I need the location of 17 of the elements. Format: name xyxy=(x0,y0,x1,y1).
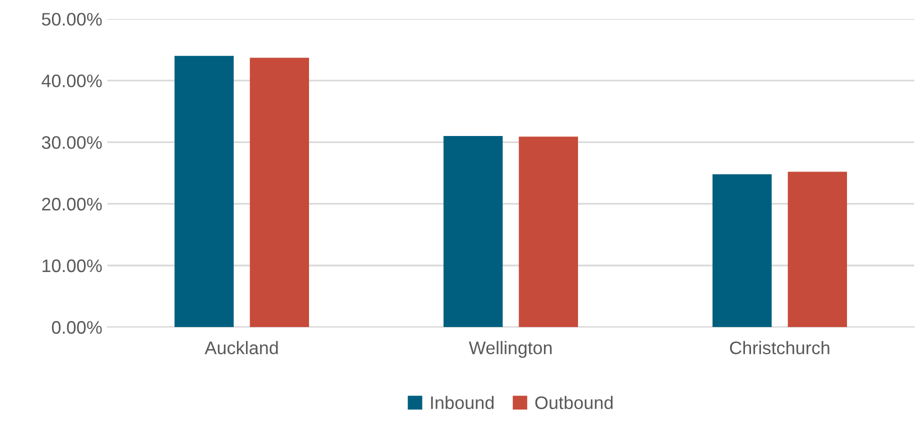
bar xyxy=(788,172,847,328)
x-tick-label: Christchurch xyxy=(730,341,830,354)
legend-label: Inbound xyxy=(431,396,494,410)
y-tick-label: 20.00% xyxy=(42,198,102,211)
bar xyxy=(518,136,578,328)
bar xyxy=(250,58,310,328)
legend-label: Outbound xyxy=(535,396,613,410)
y-tick-label: 40.00% xyxy=(42,74,102,88)
x-tick-label: Auckland xyxy=(204,341,278,354)
y-tick-label: 30.00% xyxy=(42,136,102,149)
y-tick-label: 50.00% xyxy=(42,12,102,26)
bar xyxy=(174,56,234,328)
y-tick-label: 10.00% xyxy=(42,259,102,272)
y-tick-label: 0.00% xyxy=(52,321,102,334)
x-tick-label: Wellington xyxy=(468,341,552,358)
bar xyxy=(444,136,503,328)
bar xyxy=(712,174,772,328)
